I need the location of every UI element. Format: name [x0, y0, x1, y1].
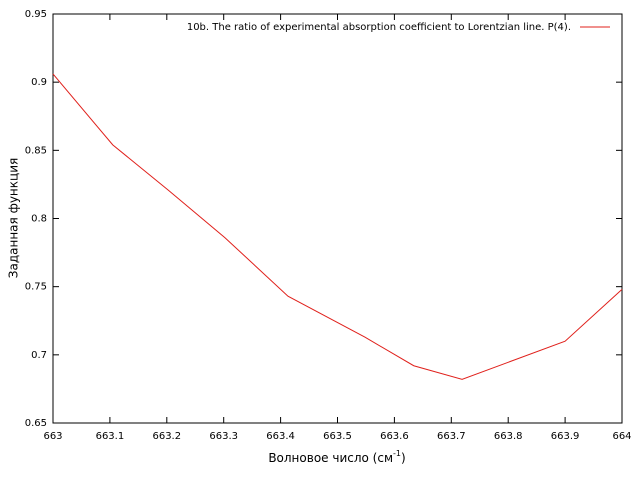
- y-tick-label: 0.75: [25, 282, 47, 293]
- x-tick-label: 663.7: [437, 431, 466, 442]
- data-line: [52, 73, 623, 380]
- x-tick-label: 663.3: [209, 431, 238, 442]
- x-tick-label: 663.6: [380, 431, 409, 442]
- x-tick-label: 663: [43, 431, 62, 442]
- y-tick-label: 0.9: [31, 77, 47, 88]
- legend-label: 10b. The ratio of experimental absorptio…: [187, 22, 571, 33]
- x-tick-label: 663.8: [494, 431, 523, 442]
- y-tick-label: 0.65: [25, 418, 47, 429]
- x-tick-label: 663.5: [323, 431, 352, 442]
- y-tick-label: 0.95: [25, 9, 47, 20]
- y-tick-label: 0.85: [25, 145, 47, 156]
- x-label-end: ): [401, 451, 406, 465]
- x-axis-label: Волновое число (см-1): [268, 449, 405, 465]
- x-tick-label: 663.1: [96, 431, 125, 442]
- x-tick-label: 664: [612, 431, 631, 442]
- x-label-sup: -1: [393, 449, 401, 458]
- x-tick-label: 663.9: [551, 431, 580, 442]
- y-axis-label: Заданная функция: [7, 158, 21, 278]
- x-tick-label: 663.2: [152, 431, 181, 442]
- plot-border: [52, 13, 623, 424]
- x-label-main: Волновое число (см: [268, 451, 393, 465]
- y-tick-label: 0.7: [31, 350, 47, 361]
- y-tick-label: 0.8: [31, 214, 47, 225]
- x-tick-label: 663.4: [266, 431, 295, 442]
